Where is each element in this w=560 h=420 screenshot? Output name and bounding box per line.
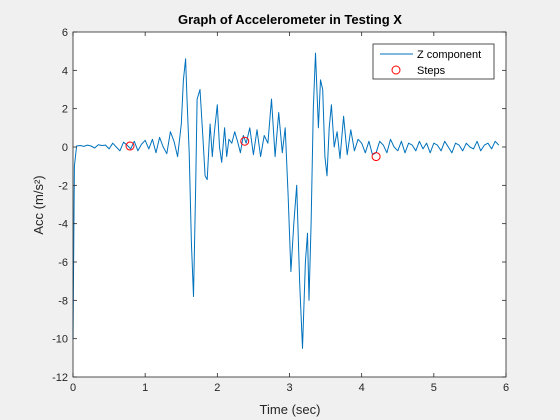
y-tick-label: -12: [52, 372, 68, 384]
x-tick-label: 1: [142, 382, 148, 394]
y-tick-label: -2: [58, 180, 68, 192]
y-tick-label: 2: [62, 104, 68, 116]
legend-label-steps: Steps: [417, 65, 446, 77]
step-marker: [125, 141, 135, 151]
x-tick-label: 4: [359, 382, 365, 394]
y-tick-label: -6: [58, 257, 68, 269]
x-axis-ticks: 0 1 2 3 4 5 6: [70, 32, 509, 394]
chart-title: Graph of Accelerometer in Testing X: [178, 12, 402, 27]
x-tick-label: 2: [214, 382, 220, 394]
series-line-z-component: [72, 52, 500, 349]
series-layer: [72, 52, 500, 349]
x-axis-label: Time (sec): [260, 402, 321, 417]
step-marker: [371, 152, 381, 162]
step-marker: [240, 136, 250, 146]
legend-marker-steps: [391, 65, 401, 75]
x-tick-label: 5: [431, 382, 437, 394]
x-tick-label: 3: [286, 382, 292, 394]
y-tick-label: 6: [62, 27, 68, 39]
y-axis-label: Acc (m/s²): [31, 175, 46, 234]
y-tick-label: -8: [58, 295, 68, 307]
y-tick-label: -10: [52, 334, 68, 346]
plot-area: [73, 32, 506, 377]
y-tick-label: 4: [62, 65, 68, 77]
x-tick-label: 6: [503, 382, 509, 394]
legend: Z component Steps: [372, 43, 495, 80]
y-axis-ticks: -12 -10 -8 -6 -4 -2 0 2 4 6: [52, 27, 506, 384]
y-tick-label: 0: [62, 142, 68, 154]
x-tick-label: 0: [70, 382, 76, 394]
y-tick-label: -4: [58, 219, 68, 231]
legend-label-z-component: Z component: [417, 49, 481, 61]
